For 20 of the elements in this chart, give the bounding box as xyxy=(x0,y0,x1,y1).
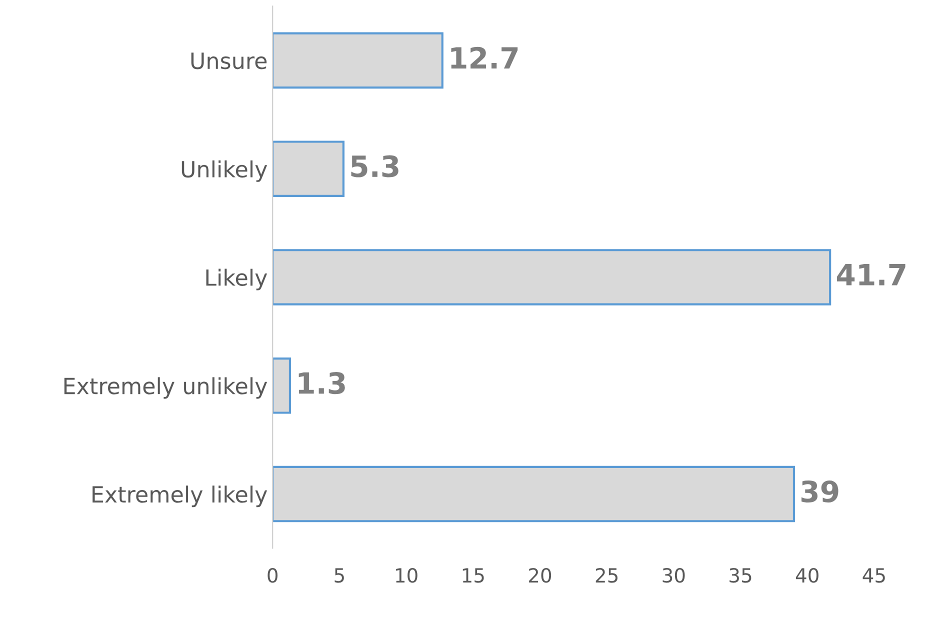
y-tick-label: Likely xyxy=(206,268,268,290)
x-tick-label: 25 xyxy=(596,568,618,583)
x-tick-label: 45 xyxy=(862,568,885,583)
data-label: 12.7 xyxy=(451,46,518,68)
data-label: 39 xyxy=(801,480,838,502)
x-tick-label: 15 xyxy=(462,568,484,583)
y-tick-label: Unsure xyxy=(191,52,267,70)
x-tick-label: 35 xyxy=(730,568,752,583)
x-tick-label: 40 xyxy=(796,568,818,583)
x-tick-label: 0 xyxy=(268,568,278,583)
y-tick-label: Extremely likely xyxy=(92,486,268,508)
x-tick-label: 10 xyxy=(396,568,418,583)
x-tick-label: 30 xyxy=(662,568,685,583)
x-tick-label: 5 xyxy=(334,568,344,583)
data-label: 41.7 xyxy=(836,264,906,286)
data-label: 1.3 xyxy=(298,372,345,394)
y-tick-label: Unlikely xyxy=(182,160,268,182)
data-label: 5.3 xyxy=(351,155,398,178)
x-tick-label: 20 xyxy=(529,568,552,583)
y-tick-label: Extremely unlikely xyxy=(64,377,268,399)
